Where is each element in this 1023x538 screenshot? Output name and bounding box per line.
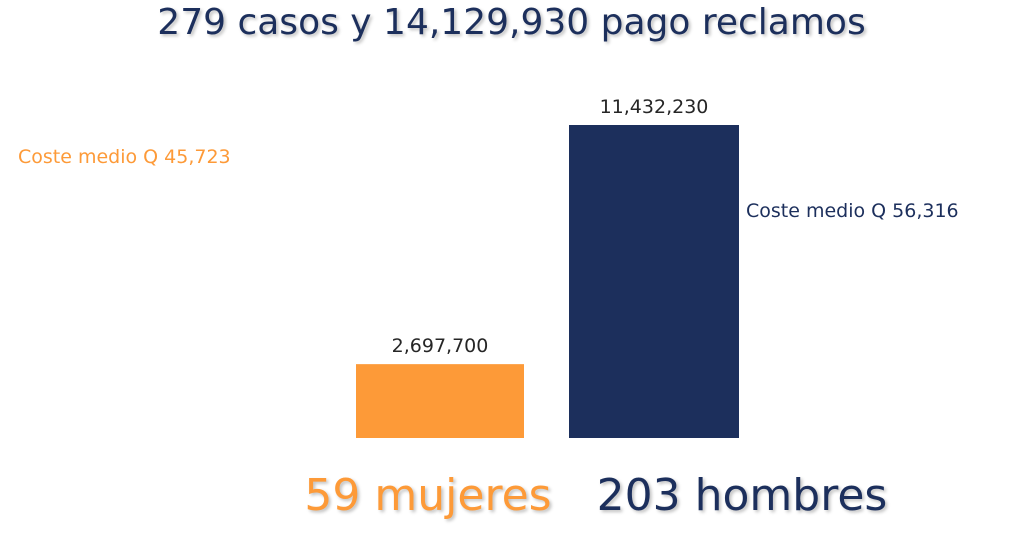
value-label-women: 2,697,700 <box>392 335 489 357</box>
category-label-men: 203 hombres <box>596 470 888 521</box>
annotation-women-average: Coste medio Q 45,723 <box>18 146 231 168</box>
bar-women <box>356 364 524 438</box>
category-label-women: 59 mujeres <box>304 470 552 521</box>
value-label-men: 11,432,230 <box>600 96 709 118</box>
bar-men <box>569 125 739 438</box>
chart-title: 279 casos y 14,129,930 pago reclamos <box>157 2 866 43</box>
annotation-men-average: Coste medio Q 56,316 <box>746 200 959 222</box>
